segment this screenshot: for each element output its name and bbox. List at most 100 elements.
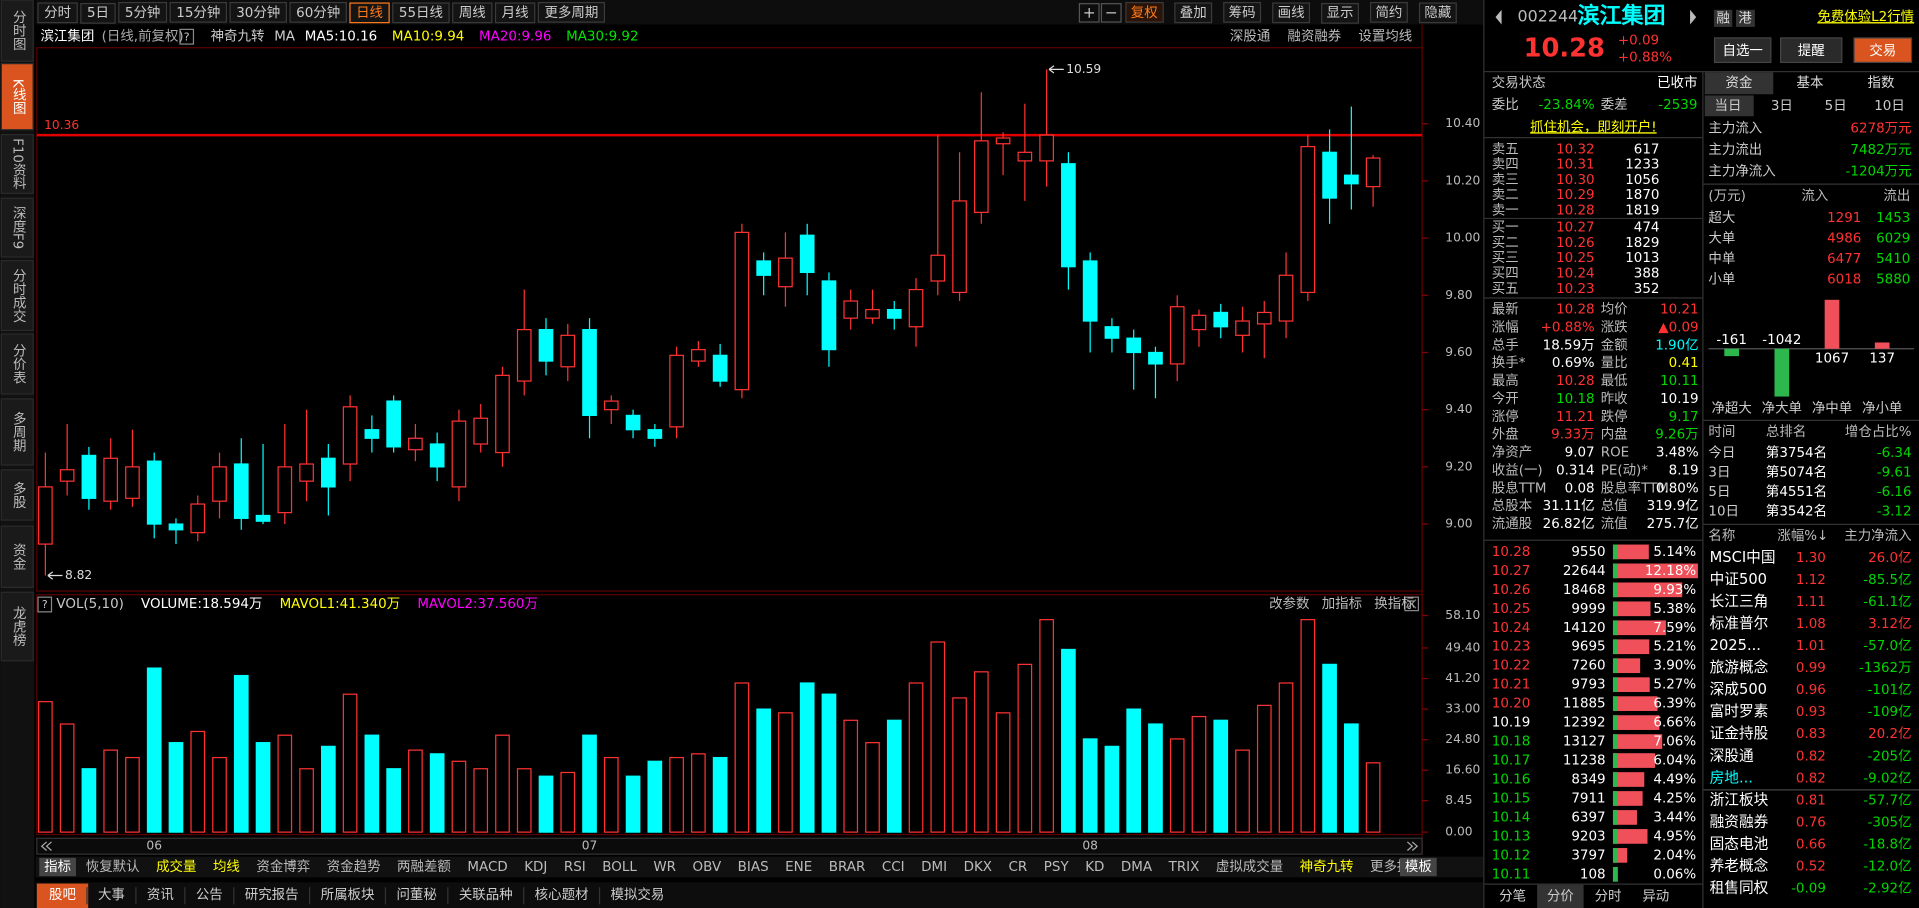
sector-name[interactable]: 融资融券 [1710, 813, 1769, 830]
bottom-tab[interactable]: 大事 [98, 887, 125, 903]
indicator-item[interactable]: WR [653, 860, 676, 875]
indicator-item[interactable]: PSY [1044, 860, 1070, 875]
bottom-tab[interactable]: 模拟交易 [611, 886, 665, 903]
side-tab-bg[interactable] [0, 0, 34, 62]
action-button[interactable]: 交易 [1869, 42, 1896, 59]
period-button[interactable]: 60分钟 [296, 4, 340, 21]
period-button[interactable]: 15分钟 [176, 4, 220, 21]
bottom-tab[interactable]: 关联品种 [459, 887, 513, 903]
bottom-tab[interactable]: 股吧 [49, 888, 76, 903]
help-icon[interactable] [179, 28, 195, 45]
indicator-item[interactable]: DMA [1121, 860, 1153, 875]
indicator-item[interactable]: RSI [564, 860, 586, 875]
badge-bg[interactable] [1735, 9, 1755, 27]
tool-button[interactable]: 画线 [1278, 5, 1305, 21]
indicator-item[interactable]: CCI [882, 860, 905, 875]
funds-tab[interactable]: 基本 [1797, 74, 1824, 91]
scrollbar[interactable] [36, 837, 1423, 855]
sector-name[interactable]: 长江三角 [1710, 593, 1769, 610]
funds-tab[interactable]: 指数 [1868, 75, 1895, 91]
scroll-right[interactable] [1406, 841, 1419, 851]
indicator-item[interactable]: DKX [964, 860, 992, 875]
sector-name[interactable]: 2025... [1710, 637, 1761, 654]
sector-name[interactable]: 浙江板块 [1710, 790, 1769, 808]
side-tab[interactable]: 分价表 [10, 344, 27, 385]
indicator-item[interactable]: KD [1085, 860, 1104, 875]
sector-name[interactable]: 标准普尔 [1710, 615, 1769, 632]
indicator-item[interactable]: BIAS [738, 860, 769, 875]
indicator-tab[interactable]: 指标 [44, 859, 71, 875]
funds-period[interactable]: 10日 [1874, 99, 1905, 114]
funds-period[interactable]: 5日 [1825, 99, 1847, 114]
side-tab[interactable]: 多股 [10, 480, 27, 509]
sector-name[interactable]: 固态电池 [1710, 835, 1769, 852]
tool-button-bg[interactable] [1125, 1, 1164, 23]
indicator-item[interactable]: 虚拟成交量 [1216, 858, 1283, 875]
tool-button-bg[interactable] [1369, 1, 1408, 23]
volume-link[interactable]: 改参数 [1269, 595, 1310, 612]
tool-button[interactable]: 叠加 [1180, 5, 1207, 21]
period-tab-bg[interactable] [1704, 95, 1754, 117]
side-tab[interactable]: F10资料 [10, 138, 27, 190]
tool-button[interactable]: 简约 [1375, 4, 1402, 21]
funds-period[interactable]: 3日 [1771, 99, 1793, 114]
period-button-bg[interactable] [37, 2, 78, 24]
side-tab[interactable]: 多周期 [10, 411, 27, 454]
indicator-item[interactable]: BRAR [829, 860, 866, 875]
detail-tab[interactable]: 分价 [1547, 888, 1574, 904]
side-tab-bg[interactable] [0, 63, 34, 131]
tool-button-bg[interactable] [1174, 2, 1213, 24]
period-button-bg[interactable] [80, 2, 116, 24]
indicator-item[interactable]: DMI [921, 860, 947, 875]
scroll-left[interactable] [40, 841, 52, 851]
side-tab-bg[interactable] [0, 133, 34, 194]
side-tab-bg[interactable] [0, 591, 34, 662]
period-button[interactable]: 周线 [459, 5, 486, 21]
bottom-tab[interactable]: 研究报告 [245, 887, 299, 903]
zoom-out[interactable] [1100, 3, 1122, 23]
indicator-item[interactable]: 成交量 [156, 858, 196, 875]
volume-link[interactable]: 换指标 [1374, 596, 1414, 612]
indicator-tab-bg[interactable] [39, 857, 76, 877]
period-button[interactable]: 日线 [356, 5, 383, 21]
period-button[interactable]: 分时 [44, 5, 71, 21]
template-button-bg[interactable] [1400, 857, 1437, 877]
side-tab-bg[interactable] [0, 197, 34, 258]
action-button-bg[interactable] [1853, 37, 1913, 64]
header-link[interactable]: 融资融券 [1287, 29, 1341, 45]
tool-button[interactable]: 隐藏 [1424, 5, 1451, 21]
bottom-tab[interactable]: 核心题材 [535, 887, 589, 903]
indicator-item[interactable]: 均线 [213, 859, 240, 875]
sector-name[interactable]: 证金持股 [1710, 725, 1769, 742]
period-button-bg[interactable] [537, 1, 606, 23]
sector-name[interactable]: 深成500 [1710, 681, 1767, 698]
period-button-bg[interactable] [118, 1, 168, 23]
indicator-item[interactable]: 资金博弈 [256, 858, 310, 875]
sector-name[interactable]: 中证500 [1710, 571, 1767, 588]
period-button[interactable]: 月线 [502, 5, 529, 21]
account-banner[interactable]: 抓住机会，即刻开户! [1530, 118, 1656, 135]
side-tab-bg[interactable] [0, 525, 34, 588]
indicator-item[interactable]: MACD [467, 860, 507, 875]
side-tab[interactable]: K线图 [10, 79, 27, 115]
sector-name[interactable]: 深股通 [1710, 747, 1754, 764]
period-button-bg[interactable] [392, 2, 450, 24]
header-link[interactable]: 设置均线 [1358, 29, 1412, 45]
tool-button-bg[interactable] [1418, 2, 1457, 24]
side-tab-bg[interactable] [0, 333, 34, 395]
tool-button-bg[interactable] [1223, 1, 1262, 23]
period-button-bg[interactable] [289, 1, 347, 23]
detail-tab[interactable]: 分笔 [1499, 888, 1526, 904]
next-stock[interactable] [1690, 9, 1697, 25]
bottom-tab[interactable]: 问董秘 [396, 887, 436, 903]
tool-button[interactable]: 复权 [1131, 4, 1158, 21]
funds-tab-bg[interactable] [1704, 72, 1774, 95]
detail-tab-bg[interactable] [1537, 884, 1584, 908]
volume-link[interactable]: 加指标 [1322, 596, 1362, 612]
period-button[interactable]: 30分钟 [236, 4, 280, 21]
side-tab-bg[interactable] [0, 469, 34, 521]
indicator-item[interactable]: BOLL [602, 860, 637, 875]
action-button[interactable]: 提醒 [1798, 43, 1825, 59]
indicator-item[interactable]: 恢复默认 [86, 858, 140, 875]
indicator-item[interactable]: 神奇九转 [1300, 858, 1354, 875]
